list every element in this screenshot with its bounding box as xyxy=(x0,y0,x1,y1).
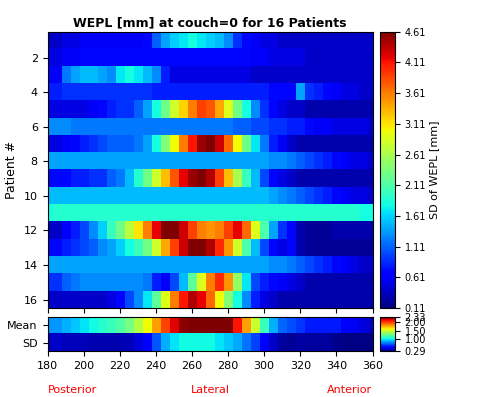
Text: Lateral: Lateral xyxy=(190,385,230,395)
Y-axis label: Patient #: Patient # xyxy=(5,141,18,199)
Y-axis label: SD of WEPL [mm]: SD of WEPL [mm] xyxy=(429,121,439,219)
Text: Anterior: Anterior xyxy=(328,385,372,395)
Text: Posterior: Posterior xyxy=(48,385,97,395)
Title: WEPL [mm] at couch=0 for 16 Patients: WEPL [mm] at couch=0 for 16 Patients xyxy=(73,16,347,29)
